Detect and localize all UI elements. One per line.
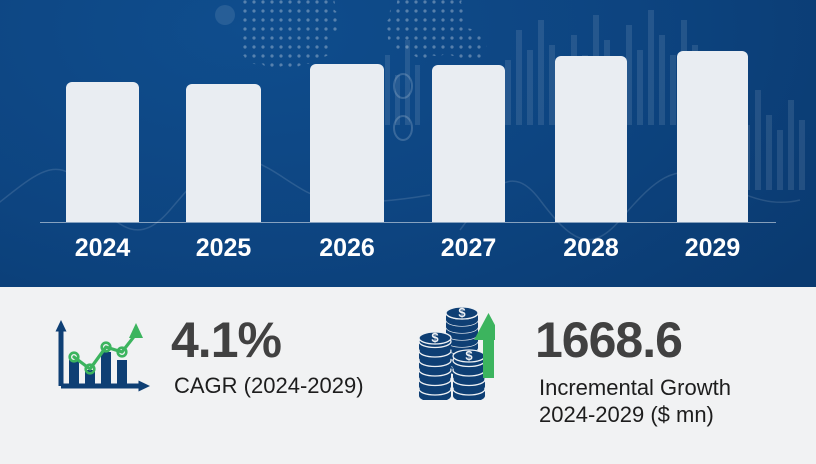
- svg-text:$: $: [431, 330, 439, 345]
- svg-text:$: $: [465, 348, 473, 363]
- svg-text:$: $: [458, 305, 466, 320]
